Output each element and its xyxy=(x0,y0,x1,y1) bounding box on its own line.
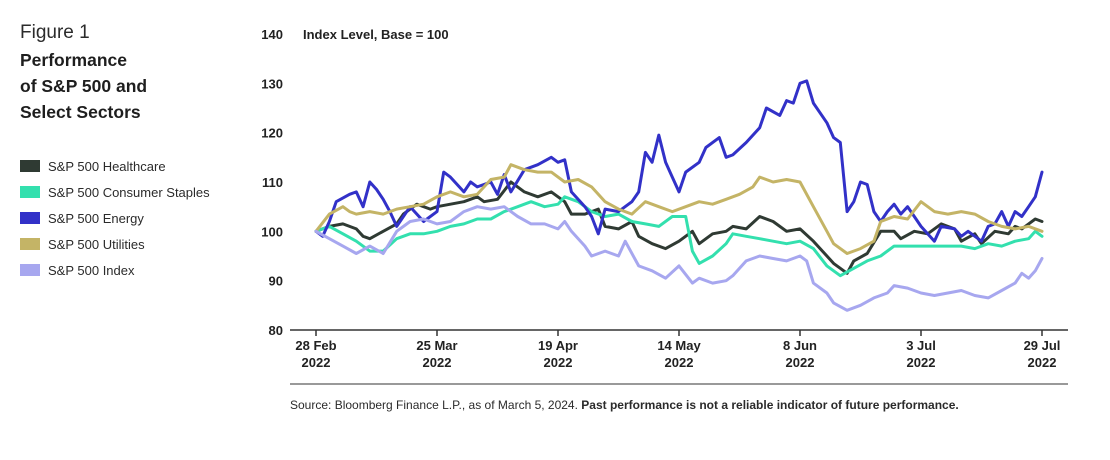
y-tick-label: 140 xyxy=(261,27,283,42)
x-tick-label: 2022 xyxy=(907,355,936,370)
y-axis-label: Index Level, Base = 100 xyxy=(303,27,449,42)
y-tick-label: 110 xyxy=(262,175,283,190)
series-line-index xyxy=(314,205,1044,312)
series-line-energy xyxy=(314,79,1044,243)
x-tick-label: 29 Jul xyxy=(1024,338,1061,353)
x-tick-label: 2022 xyxy=(665,355,694,370)
x-tick-label: 2022 xyxy=(1028,355,1057,370)
legend-item-consumer-staples: S&P 500 Consumer Staples xyxy=(20,179,210,205)
figure-title-line-1: Performance xyxy=(20,50,127,70)
y-tick-label: 90 xyxy=(269,274,283,289)
y-tick-label: 100 xyxy=(261,224,283,239)
legend-label-consumer-staples: S&P 500 Consumer Staples xyxy=(48,184,210,200)
line-chart: 80 90 100 110 120 130 140 Index Level, Base = … xyxy=(261,27,1068,385)
legend-label-utilities: S&P 500 Utilities xyxy=(48,236,145,252)
legend-item-utilities: S&P 500 Utilities xyxy=(20,231,210,257)
x-tick-label: 2022 xyxy=(786,355,815,370)
figure-title: Performance of S&P 500 and Select Sector… xyxy=(20,47,220,125)
series-lines xyxy=(314,79,1044,312)
x-tick-label: 25 Mar xyxy=(416,338,457,353)
figure-title-line-3: Select Sectors xyxy=(20,102,141,122)
legend-swatch-index xyxy=(20,264,40,276)
x-tick-label: 28 Feb xyxy=(295,338,336,353)
x-tick-label: 8 Jun xyxy=(783,338,817,353)
figure-title-line-2: of S&P 500 and xyxy=(20,76,148,96)
x-axis-ticks: 28 Feb 2022 25 Mar 2022 19 Apr 2022 14 May 2022… xyxy=(295,330,1060,370)
legend-swatch-utilities xyxy=(20,238,40,250)
x-tick-label: 3 Jul xyxy=(906,338,936,353)
legend-item-energy: S&P 500 Energy xyxy=(20,205,210,231)
legend-label-healthcare: S&P 500 Healthcare xyxy=(48,158,166,174)
legend-swatch-energy xyxy=(20,212,40,224)
source-note: Source: Bloomberg Finance L.P., as of Ma… xyxy=(290,398,959,412)
source-text: Source: Bloomberg Finance L.P., as of Ma… xyxy=(290,398,578,412)
x-tick-label: 14 May xyxy=(657,338,701,353)
x-tick-label: 2022 xyxy=(423,355,452,370)
chart-legend: S&P 500 Healthcare S&P 500 Consumer Stap… xyxy=(20,153,210,283)
legend-item-healthcare: S&P 500 Healthcare xyxy=(20,153,210,179)
legend-label-index: S&P 500 Index xyxy=(48,262,135,278)
y-axis-ticks: 80 90 100 110 120 130 140 xyxy=(261,27,283,338)
legend-swatch-consumer-staples xyxy=(20,186,40,198)
legend-item-index: S&P 500 Index xyxy=(20,257,210,283)
y-tick-label: 80 xyxy=(269,323,283,338)
y-tick-label: 130 xyxy=(261,76,283,91)
x-tick-label: 19 Apr xyxy=(538,338,578,353)
series-line-healthcare xyxy=(314,180,1044,275)
y-tick-label: 120 xyxy=(261,126,283,141)
legend-swatch-healthcare xyxy=(20,160,40,172)
x-tick-label: 2022 xyxy=(302,355,331,370)
x-tick-label: 2022 xyxy=(544,355,573,370)
figure-label: Figure 1 xyxy=(20,22,90,43)
source-disclaimer: Past performance is not a reliable indic… xyxy=(581,398,959,412)
series-line-staples xyxy=(314,195,1044,278)
series-line-utilities xyxy=(314,163,1044,255)
legend-label-energy: S&P 500 Energy xyxy=(48,210,144,226)
